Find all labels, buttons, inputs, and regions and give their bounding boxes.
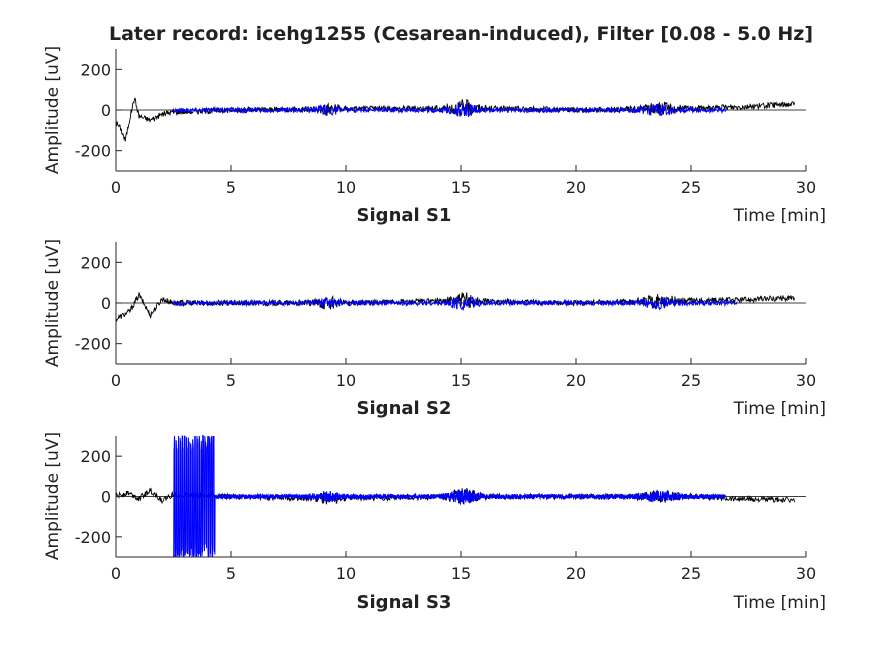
y-tick-label: 200 <box>80 447 111 466</box>
x-tick-label: 25 <box>681 178 701 197</box>
subplot-label-s1: Signal S1 <box>357 205 452 226</box>
x-tick-label: 15 <box>451 178 471 197</box>
series-line-raw <box>115 292 795 322</box>
y-axis-label-s2: Amplitude [uV] <box>43 239 63 367</box>
x-tick-label: 30 <box>796 564 816 583</box>
x-tick-label: 0 <box>111 371 121 390</box>
x-tick-label: 15 <box>451 371 471 390</box>
y-tick-label: 200 <box>80 60 111 79</box>
x-tick-label: 20 <box>566 371 586 390</box>
x-tick-label: 25 <box>681 564 701 583</box>
y-tick-label: 200 <box>80 253 111 272</box>
x-tick-label: 20 <box>566 178 586 197</box>
y-tick-label: 0 <box>101 488 111 507</box>
x-tick-label: 0 <box>111 564 121 583</box>
y-tick-label: 0 <box>101 101 111 120</box>
x-tick-label: 10 <box>336 178 356 197</box>
x-tick-label: 15 <box>451 564 471 583</box>
series-line-raw <box>115 97 795 142</box>
series-line-filtered <box>173 434 726 558</box>
x-tick-label: 30 <box>796 178 816 197</box>
x-axis-label-s1: Time [min] <box>733 206 826 226</box>
y-tick-label: -200 <box>75 528 111 547</box>
y-axis-label-s1: Amplitude [uV] <box>43 46 63 174</box>
y-axis-label-s3: Amplitude [uV] <box>43 432 63 560</box>
y-tick-label: -200 <box>75 335 111 354</box>
x-tick-label: 5 <box>226 178 236 197</box>
x-tick-label: 5 <box>226 564 236 583</box>
subplot-label-s2: Signal S2 <box>357 398 452 419</box>
x-tick-label: 0 <box>111 178 121 197</box>
x-tick-label: 20 <box>566 564 586 583</box>
series-line-filtered <box>173 102 726 117</box>
series-line-filtered <box>173 296 738 311</box>
x-tick-label: 30 <box>796 371 816 390</box>
x-axis-label-s2: Time [min] <box>733 399 826 419</box>
subplot-label-s3: Signal S3 <box>357 592 452 613</box>
x-tick-label: 5 <box>226 371 236 390</box>
x-axis-label-s3: Time [min] <box>733 593 826 613</box>
y-tick-label: -200 <box>75 142 111 161</box>
figure-title: Later record: icehg1255 (Cesarean-induce… <box>109 23 813 45</box>
x-tick-label: 10 <box>336 371 356 390</box>
y-tick-label: 0 <box>101 294 111 313</box>
x-tick-label: 25 <box>681 371 701 390</box>
x-tick-label: 10 <box>336 564 356 583</box>
